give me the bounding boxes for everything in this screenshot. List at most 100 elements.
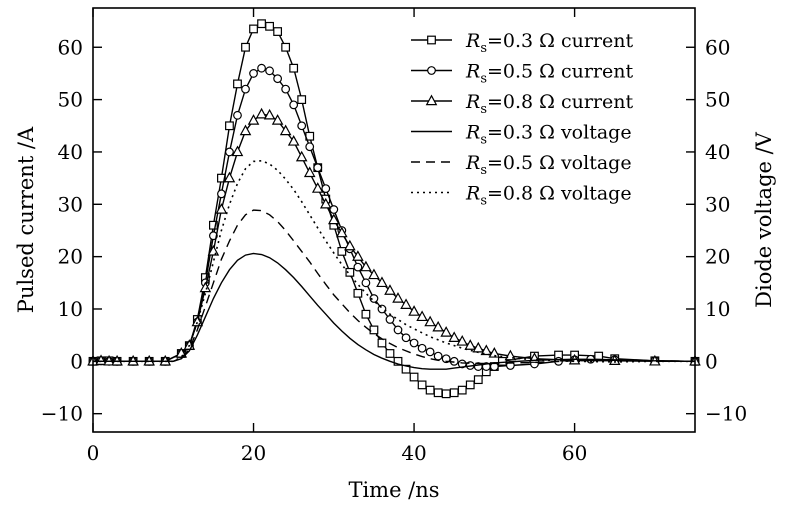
y-tick-label-left: 30 xyxy=(58,192,83,216)
data-point-square xyxy=(265,21,274,31)
data-point-circle xyxy=(329,205,339,214)
data-point-triangle xyxy=(376,276,388,288)
y-tick-label-right: 60 xyxy=(705,35,730,59)
data-point-square xyxy=(473,375,483,385)
data-point-square xyxy=(249,24,258,34)
legend-marker-triangle xyxy=(425,94,438,106)
data-point-triangle xyxy=(279,124,292,136)
legend-label: Rs=0.3 Ω current xyxy=(465,30,633,56)
data-point-circle xyxy=(385,315,395,324)
y-tick-label-right: 20 xyxy=(705,245,730,269)
y-tick-label-right: 30 xyxy=(705,192,730,216)
plot-frame xyxy=(92,7,696,433)
legend-item-voltage-08: Rs=0.8 Ω voltage xyxy=(411,183,632,209)
data-point-triangle xyxy=(247,114,260,125)
x-tick-label: 0 xyxy=(87,441,100,465)
y-tick-label-left: 40 xyxy=(58,140,83,164)
legend-label: Rs=0.5 Ω current xyxy=(465,61,633,87)
data-point-circle xyxy=(321,184,331,193)
data-point-circle xyxy=(409,338,419,348)
x-tick-label: 40 xyxy=(401,441,426,465)
data-point-triangle xyxy=(255,107,268,119)
data-point-square xyxy=(417,380,427,390)
data-point-circle xyxy=(377,304,387,314)
data-point-circle xyxy=(369,294,379,303)
data-point-square xyxy=(241,42,250,52)
data-point-circle xyxy=(353,262,363,272)
y-tick-label-right: −10 xyxy=(705,402,747,426)
data-point-square xyxy=(257,19,266,29)
data-point-triangle xyxy=(199,281,212,293)
data-point-triangle xyxy=(448,331,461,342)
data-point-circle xyxy=(233,110,242,120)
data-point-triangle xyxy=(223,171,236,183)
data-point-triangle xyxy=(311,182,324,193)
y-axis-title-left: Pulsed current /A xyxy=(14,126,38,313)
data-point-triangle xyxy=(400,298,412,309)
data-point-triangle xyxy=(384,284,396,295)
data-point-triangle xyxy=(440,326,452,337)
data-point-square xyxy=(209,220,218,230)
y-tick-label-left: 60 xyxy=(58,35,83,59)
series-line xyxy=(93,159,695,363)
series-line xyxy=(93,252,696,370)
data-point-square xyxy=(425,385,435,395)
data-point-circle xyxy=(225,147,234,157)
legend: Rs=0.3 Ω current Rs=0.5 Ω current Rs=0.8 Ω… xyxy=(411,30,633,209)
data-point-triangle xyxy=(231,145,244,157)
data-point-triangle xyxy=(480,344,493,356)
data-point-circle xyxy=(241,84,250,94)
y-tick-label-right: 50 xyxy=(705,88,730,112)
legend-label: Rs=0.8 Ω current xyxy=(465,91,633,117)
data-point-square xyxy=(337,247,347,256)
data-point-circle xyxy=(257,63,266,73)
legend-item-current-08: Rs=0.8 Ω current xyxy=(411,91,633,117)
data-point-circle xyxy=(313,163,323,173)
legend-label: Rs=0.5 Ω voltage xyxy=(465,152,632,178)
legend-item-voltage-03: Rs=0.3 Ω voltage xyxy=(411,122,632,148)
data-point-triangle xyxy=(336,226,348,238)
data-point-square xyxy=(409,372,419,382)
data-point-circle xyxy=(273,74,283,84)
data-point-square xyxy=(393,356,403,366)
legend-item-current-03: Rs=0.3 Ω current xyxy=(411,30,633,56)
data-point-circle xyxy=(297,121,307,131)
data-point-circle xyxy=(265,66,274,76)
data-point-triangle xyxy=(271,114,284,125)
data-point-triangle xyxy=(424,315,436,327)
data-point-circle xyxy=(417,343,427,353)
data-point-square xyxy=(297,95,307,105)
data-point-triangle xyxy=(456,334,469,346)
data-point-square xyxy=(289,63,299,73)
data-point-triangle xyxy=(344,239,356,251)
data-point-triangle xyxy=(368,268,380,280)
data-point-square xyxy=(225,121,234,131)
data-point-triangle xyxy=(327,213,340,225)
data-point-triangle xyxy=(319,197,332,209)
data-point-square xyxy=(345,267,355,277)
y-tick-label-left: 0 xyxy=(70,349,83,373)
y-axis-title-right: Diode voltage /V xyxy=(752,131,776,308)
data-point-triangle xyxy=(303,166,316,178)
x-tick-label: 20 xyxy=(241,441,266,465)
data-point-circle xyxy=(425,347,435,357)
legend-marker-square xyxy=(427,35,436,45)
data-point-square xyxy=(449,388,459,398)
data-point-triangle xyxy=(239,124,252,136)
series-line xyxy=(93,209,696,365)
series-voltage-08 xyxy=(93,159,695,363)
legend-item-current-05: Rs=0.5 Ω current xyxy=(411,61,633,87)
data-point-circle xyxy=(208,231,218,241)
data-point-triangle xyxy=(392,292,404,303)
data-point-triangle xyxy=(143,354,155,366)
data-point-square xyxy=(497,356,507,366)
data-point-square xyxy=(457,385,467,395)
y-tick-label-right: 10 xyxy=(705,297,730,321)
data-point-square xyxy=(233,79,242,89)
data-point-triangle xyxy=(263,108,276,120)
data-point-square xyxy=(369,325,379,335)
data-point-square xyxy=(433,388,443,398)
data-point-triangle xyxy=(287,135,300,146)
